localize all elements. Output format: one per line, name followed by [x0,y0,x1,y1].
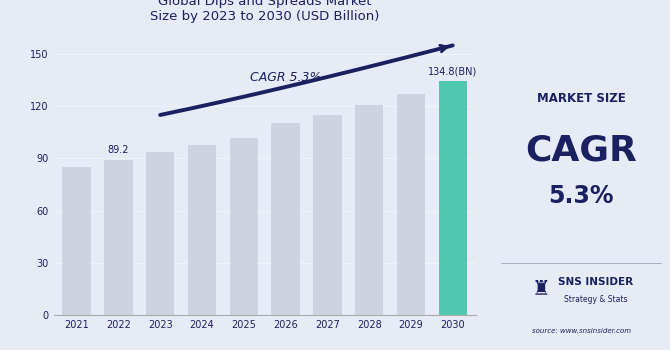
Bar [438,80,467,315]
Title: Global Dips and Spreads Market
Size by 2023 to 2030 (USD Billion): Global Dips and Spreads Market Size by 2… [150,0,379,23]
Text: 134.8(BN): 134.8(BN) [428,66,477,76]
Bar [62,167,91,315]
Bar [230,139,258,315]
Bar [397,94,425,315]
Text: source: www.snsinsider.com: source: www.snsinsider.com [532,328,630,334]
Bar [104,160,133,315]
Bar [188,145,216,315]
Text: CAGR: CAGR [525,133,637,168]
Text: SNS INSIDER: SNS INSIDER [558,277,633,287]
Text: ♜: ♜ [531,279,550,299]
Text: 89.2: 89.2 [108,146,129,155]
Bar [271,123,299,315]
Bar [355,105,383,315]
Text: 5.3%: 5.3% [549,184,614,208]
Text: Strategy & Stats: Strategy & Stats [563,295,627,304]
Bar [146,152,174,315]
Text: CAGR 5.3%: CAGR 5.3% [250,71,321,84]
Bar [313,115,342,315]
Text: MARKET SIZE: MARKET SIZE [537,91,626,105]
